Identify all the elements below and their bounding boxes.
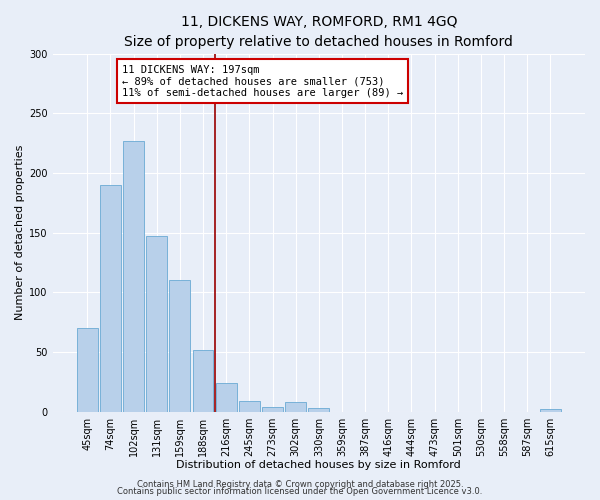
Bar (262, 407, 283, 412)
Bar (285, 402, 306, 411)
Text: Contains HM Land Registry data © Crown copyright and database right 2025.: Contains HM Land Registry data © Crown c… (137, 480, 463, 489)
Bar (100, 185, 121, 412)
X-axis label: Distribution of detached houses by size in Romford: Distribution of detached houses by size … (176, 460, 461, 470)
Bar (308, 408, 329, 412)
Bar (193, 350, 214, 412)
Bar (77, 328, 98, 411)
Bar (239, 401, 260, 411)
Bar (540, 409, 561, 412)
Title: 11, DICKENS WAY, ROMFORD, RM1 4GQ
Size of property relative to detached houses i: 11, DICKENS WAY, ROMFORD, RM1 4GQ Size o… (124, 15, 513, 48)
Y-axis label: Number of detached properties: Number of detached properties (15, 145, 25, 320)
Bar (146, 236, 167, 412)
Text: 11 DICKENS WAY: 197sqm
← 89% of detached houses are smaller (753)
11% of semi-de: 11 DICKENS WAY: 197sqm ← 89% of detached… (122, 64, 403, 98)
Bar (169, 280, 190, 411)
Bar (123, 141, 144, 411)
Bar (216, 383, 236, 412)
Text: Contains public sector information licensed under the Open Government Licence v3: Contains public sector information licen… (118, 487, 482, 496)
